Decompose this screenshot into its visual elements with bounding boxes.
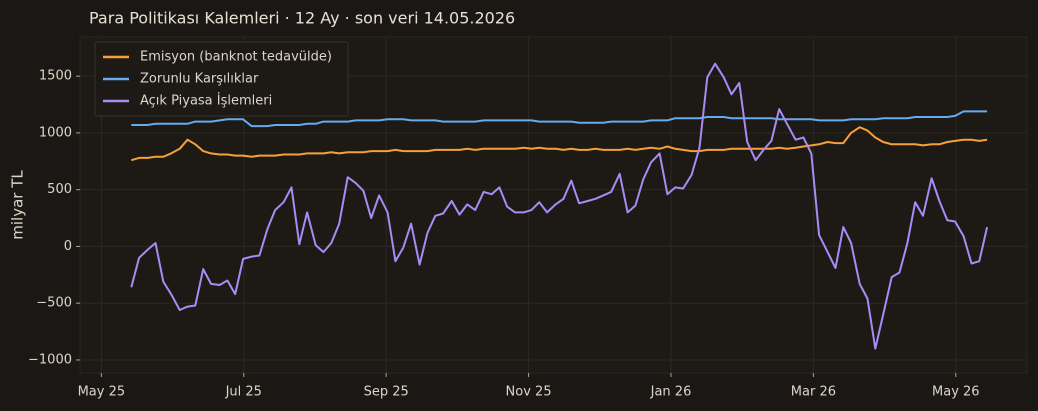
legend-box (94, 41, 349, 117)
x-tick-label: Nov 25 (506, 385, 552, 400)
legend-label: Açık Piyasa İşlemleri (140, 93, 272, 109)
y-tick-label: 500 (47, 182, 72, 197)
y-tick-label: −1000 (28, 352, 72, 367)
x-tick-label: Mar 26 (791, 385, 836, 400)
legend-label: Emisyon (banknot tedavülde) (140, 50, 332, 65)
y-axis-label: milyar TL (9, 170, 27, 240)
y-tick-label: 1000 (39, 125, 72, 140)
x-tick-label: May 25 (78, 385, 126, 400)
series-line (130, 62, 989, 350)
legend: Emisyon (banknot tedavülde) Zorunlu Karşı… (94, 41, 349, 117)
y-tick-label: 0 (64, 239, 72, 254)
x-tick-label: May 26 (932, 385, 980, 400)
chart-title: Para Politikası Kalemleri · 12 Ay · son … (89, 9, 515, 28)
y-tick-label: 1500 (39, 69, 72, 84)
series-line (131, 110, 988, 128)
x-tick-label: Sep 25 (364, 385, 409, 400)
x-tick-label: Jan 26 (650, 385, 692, 400)
y-tick-label: −500 (36, 296, 72, 311)
legend-label: Zorunlu Karşılıklar (140, 72, 259, 87)
x-tick-label: Jul 25 (225, 385, 262, 400)
series-line (131, 126, 988, 162)
